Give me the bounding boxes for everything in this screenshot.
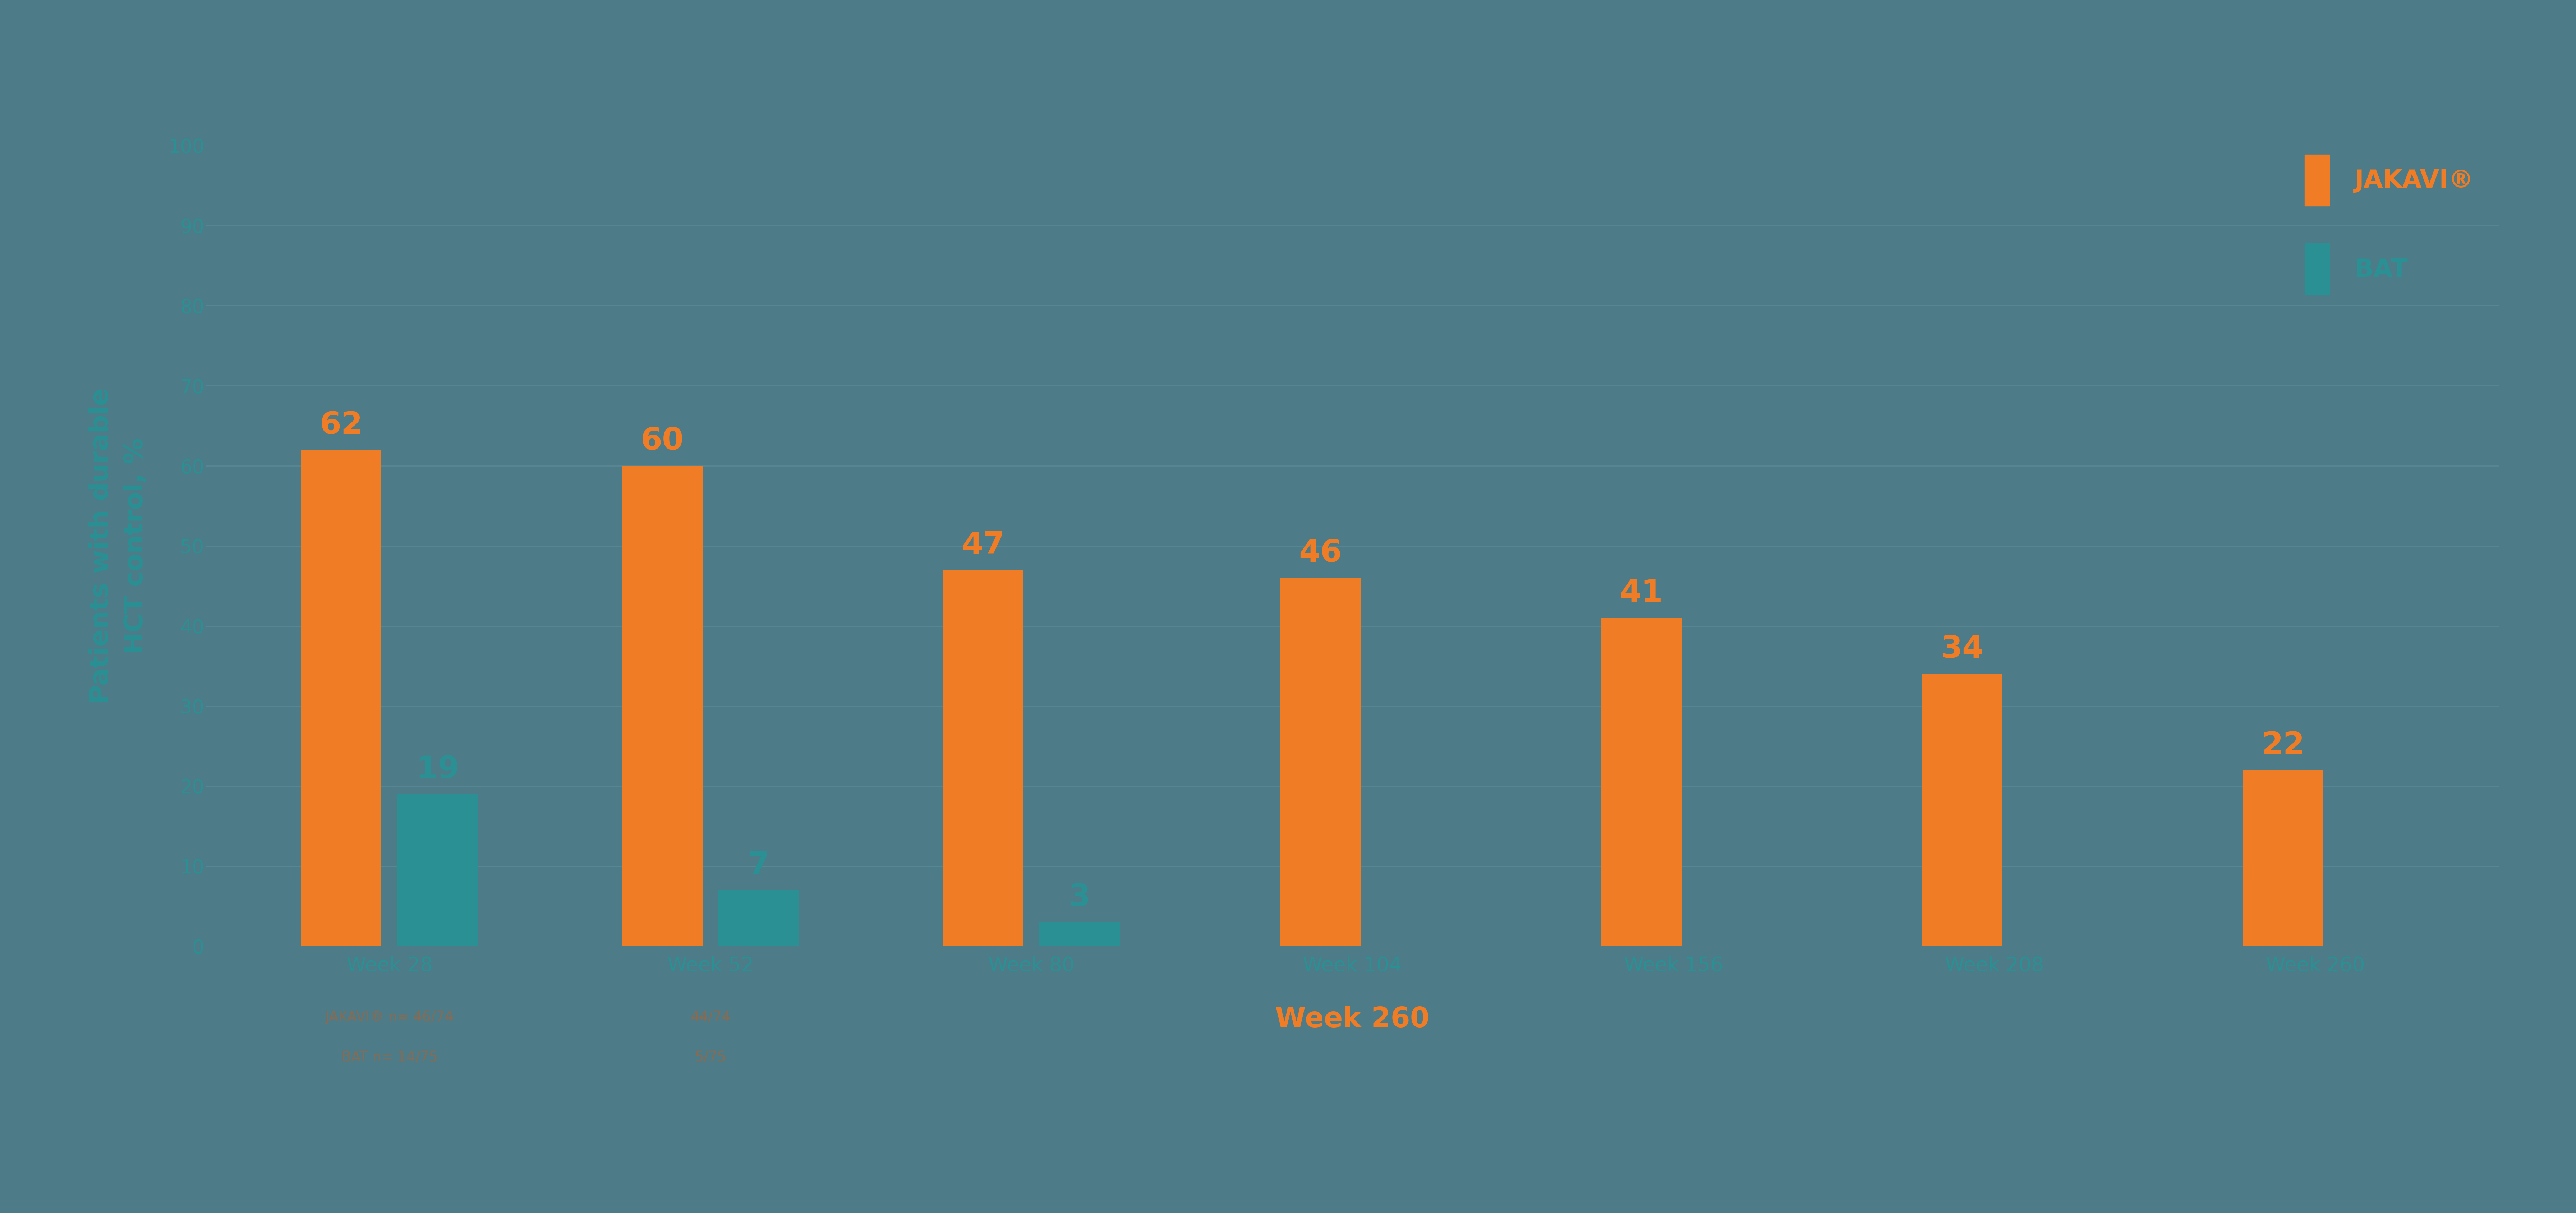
Text: 44/74: 44/74 bbox=[690, 1010, 732, 1024]
Text: 22: 22 bbox=[2262, 730, 2306, 761]
Text: BAT n= 14/75: BAT n= 14/75 bbox=[340, 1050, 438, 1064]
Text: 5/75: 5/75 bbox=[696, 1050, 726, 1064]
Text: 62: 62 bbox=[319, 410, 363, 440]
Text: JAKAVI® n= 46/74: JAKAVI® n= 46/74 bbox=[325, 1010, 453, 1024]
Bar bbox=[1041, 922, 1121, 946]
Bar bbox=[301, 450, 381, 946]
Bar bbox=[943, 570, 1023, 946]
Legend: JAKAVI®, BAT: JAKAVI®, BAT bbox=[2293, 142, 2486, 308]
Bar bbox=[2244, 770, 2324, 946]
Text: 47: 47 bbox=[961, 530, 1005, 560]
X-axis label: Week 260: Week 260 bbox=[1275, 1006, 1430, 1032]
Bar bbox=[719, 890, 799, 946]
Bar bbox=[623, 466, 703, 946]
Bar bbox=[1602, 617, 1682, 946]
Y-axis label: Patients with durable
HCT control, %: Patients with durable HCT control, % bbox=[88, 388, 149, 704]
Bar bbox=[1280, 577, 1360, 946]
Text: 46: 46 bbox=[1298, 539, 1342, 568]
Text: 60: 60 bbox=[641, 426, 683, 456]
Text: 34: 34 bbox=[1940, 634, 1984, 665]
Text: 41: 41 bbox=[1620, 579, 1662, 608]
Text: 7: 7 bbox=[747, 850, 770, 881]
Text: 19: 19 bbox=[417, 754, 459, 785]
Bar bbox=[397, 795, 477, 946]
Bar bbox=[1922, 674, 2002, 946]
Text: 3: 3 bbox=[1069, 883, 1090, 912]
